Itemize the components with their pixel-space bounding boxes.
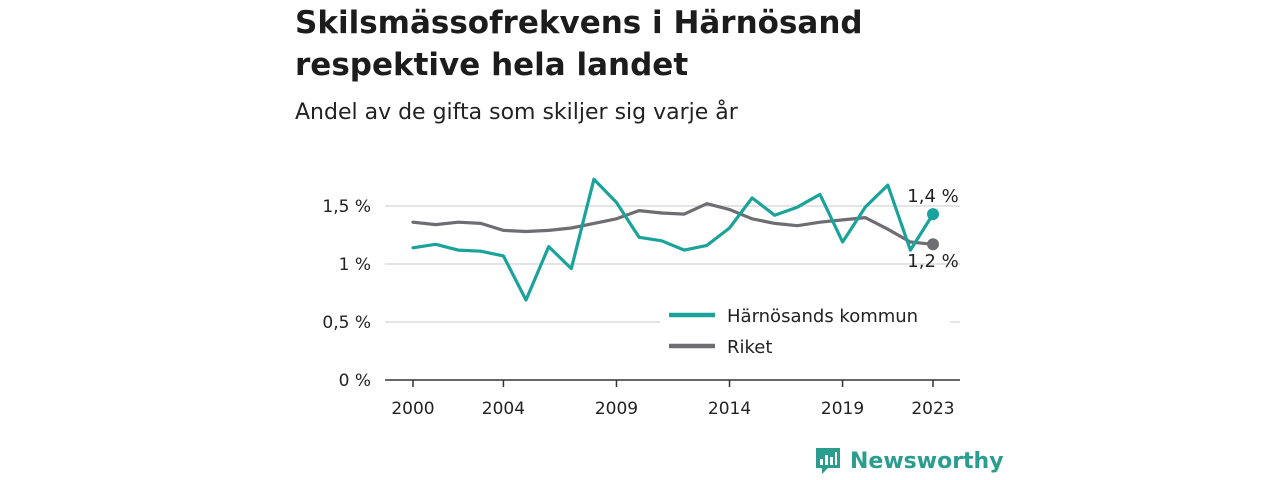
y-tick-label: 0,5 % [322,313,371,333]
chart-title-line-2: respektive hela landet [295,47,689,83]
series-line-harnosand [411,177,935,302]
end-label-harnosand: 1,4 % [907,186,958,207]
series-line-riket [411,202,935,246]
chart-title: Skilsmässofrekvens i Härnösand respektiv… [295,2,995,86]
y-tick-label: 1 % [339,255,371,275]
end-label-riket: 1,2 % [907,251,958,272]
chart-title-line-1: Skilsmässofrekvens i Härnösand [295,5,863,41]
legend-label-harnosand: Härnösands kommun [727,306,918,327]
legend-background [660,298,950,368]
brand-name: Newsworthy [850,448,1004,474]
x-tick-label: 2000 [391,399,434,419]
end-point-harnosand [927,208,939,221]
x-tick-label: 2009 [595,399,638,419]
y-tick-label: 1,5 % [322,197,371,217]
x-tick-label: 2004 [482,399,525,419]
newsworthy-logo: Newsworthy [814,444,1004,478]
bar-chart-speech-icon [816,448,840,474]
x-tick-label: 2019 [821,399,864,419]
x-tick-label: 2023 [911,399,954,419]
end-point-riket [927,238,939,251]
y-tick-label: 0 % [339,371,371,391]
chart-subtitle: Andel av de gifta som skiljer sig varje … [295,100,738,125]
legend-label-riket: Riket [727,337,772,358]
x-tick-label: 2014 [708,399,751,419]
